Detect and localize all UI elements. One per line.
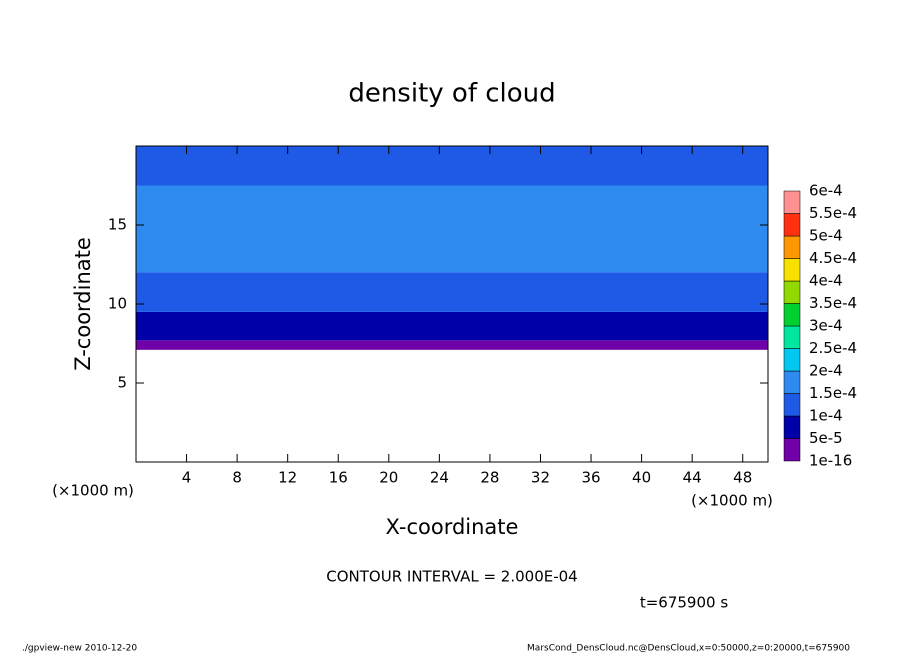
- y-tick-label: 10: [108, 295, 127, 313]
- colorbar-segment: [783, 438, 801, 462]
- contour-band: [136, 185, 768, 273]
- x-tick-label: 8: [232, 469, 242, 487]
- colorbar-label: 2.5e-4: [809, 339, 857, 357]
- colorbar-label: 4e-4: [809, 272, 843, 290]
- colorbar-label: 1e-4: [809, 407, 843, 425]
- colorbar-label: 1.5e-4: [809, 384, 857, 402]
- contour-band: [136, 146, 768, 186]
- y-axis-label: Z-coordinate: [71, 237, 95, 371]
- colorbar-label: 5e-4: [809, 227, 843, 245]
- x-axis-label: X-coordinate: [386, 515, 519, 539]
- y-units: (×1000 m): [52, 482, 134, 500]
- footer-right: MarsCond_DensCloud.nc@DensCloud,x=0:5000…: [527, 644, 850, 654]
- y-tick-label: 15: [108, 216, 127, 234]
- contour-interval: CONTOUR INTERVAL = 2.000E-04: [326, 568, 577, 586]
- colorbar-segment: [783, 190, 801, 214]
- colorbar-segment: [783, 213, 801, 237]
- colorbar-label: 5e-5: [809, 429, 843, 447]
- x-units: (×1000 m): [691, 492, 773, 510]
- chart-title: density of cloud: [348, 79, 555, 109]
- colorbar-segment: [783, 303, 801, 327]
- colorbar-segment: [783, 258, 801, 282]
- colorbar-segment: [783, 393, 801, 417]
- x-tick-label: 16: [329, 469, 348, 487]
- x-tick-label: 28: [480, 469, 499, 487]
- colorbar-label: 3e-4: [809, 317, 843, 335]
- x-tick-label: 48: [733, 469, 752, 487]
- time-label: t=675900 s: [640, 594, 728, 612]
- x-tick-label: 24: [430, 469, 449, 487]
- colorbar-label: 3.5e-4: [809, 294, 857, 312]
- contour-band: [136, 311, 768, 341]
- colorbar-segment: [783, 370, 801, 394]
- colorbar-label: 6e-4: [809, 182, 843, 200]
- x-tick-label: 44: [683, 469, 702, 487]
- colorbar-label: 4.5e-4: [809, 249, 857, 267]
- x-tick-label: 20: [379, 469, 398, 487]
- colorbar-label: 2e-4: [809, 362, 843, 380]
- x-tick-label: 12: [278, 469, 297, 487]
- contour-band: [136, 272, 768, 312]
- colorbar-segment: [783, 415, 801, 439]
- colorbar-segment: [783, 348, 801, 372]
- x-tick-label: 4: [182, 469, 192, 487]
- colorbar-label: 1e-16: [809, 452, 852, 470]
- colorbar-segment: [783, 325, 801, 349]
- colorbar-label: 5.5e-4: [809, 204, 857, 222]
- contour-band: [136, 340, 768, 350]
- y-tick-label: 5: [117, 374, 127, 392]
- x-tick-label: 32: [531, 469, 550, 487]
- colorbar-segment: [783, 280, 801, 304]
- x-tick-label: 40: [632, 469, 651, 487]
- x-tick-label: 36: [581, 469, 600, 487]
- footer-left: ./gpview-new 2010-12-20: [22, 644, 137, 654]
- colorbar-segment: [783, 235, 801, 259]
